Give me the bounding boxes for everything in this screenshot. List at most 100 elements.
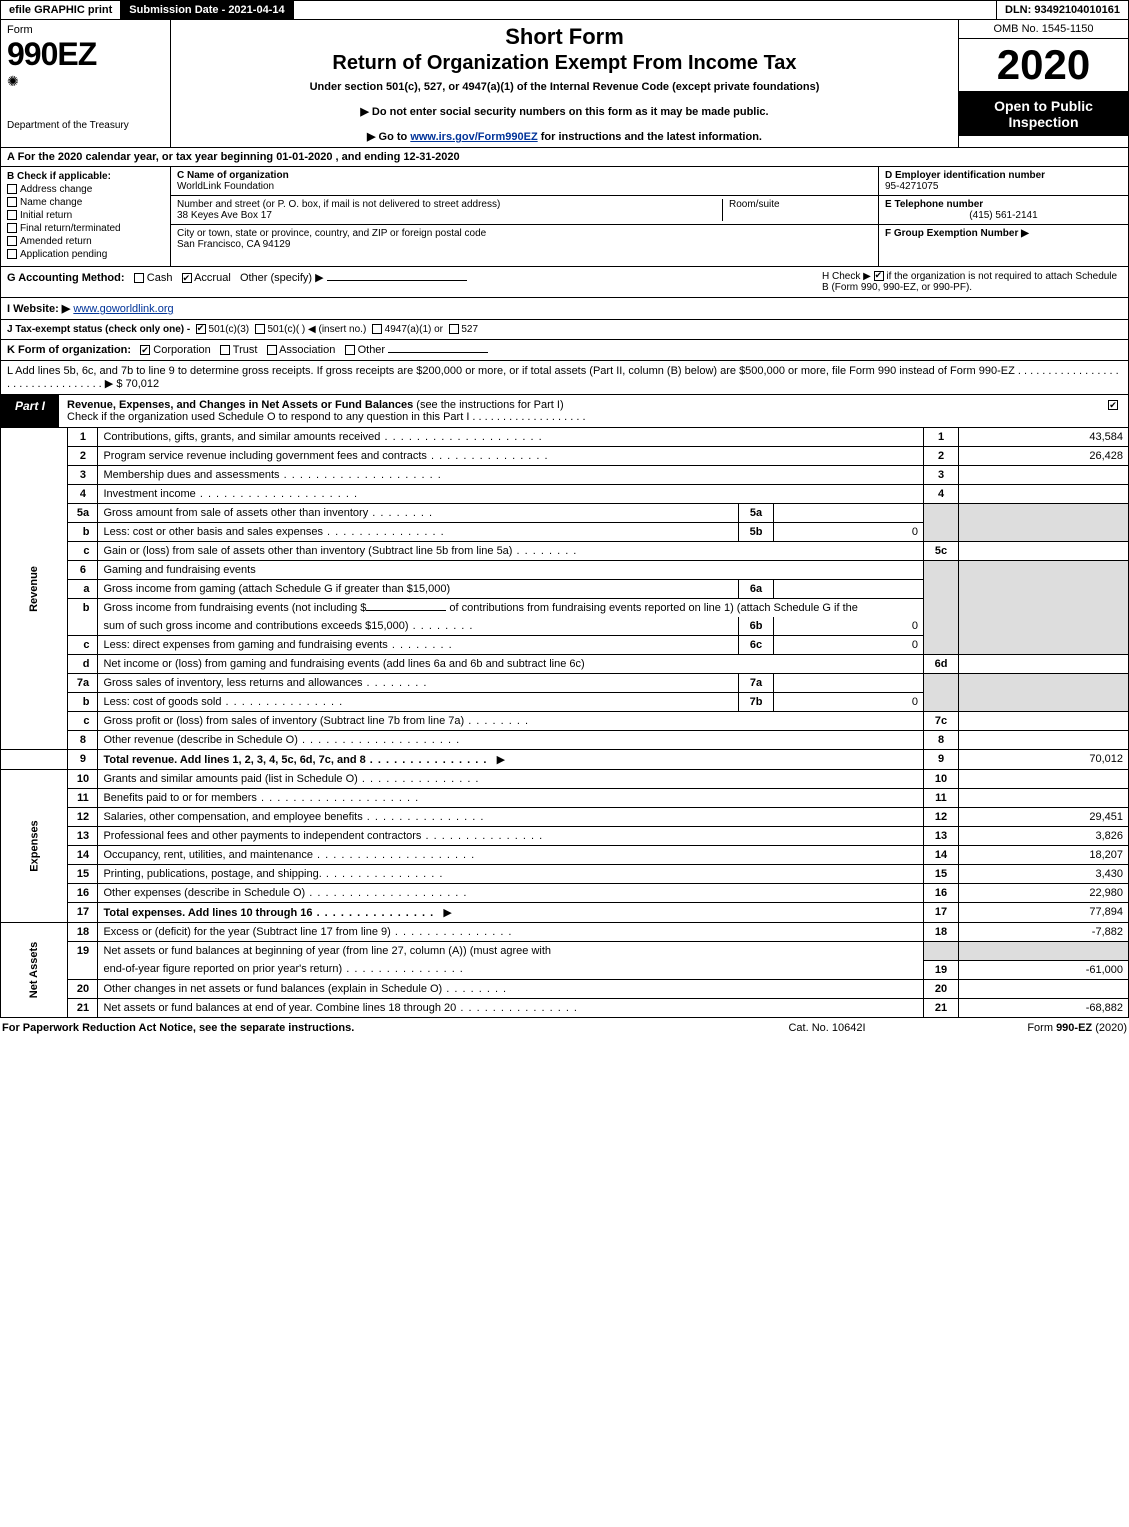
info-block: B Check if applicable: Address change Na… (0, 167, 1129, 267)
desc-6d: Net income or (loss) from gaming and fun… (98, 655, 924, 674)
other-specify-input[interactable] (327, 280, 467, 281)
val-10 (959, 770, 1129, 789)
part1-title-text: Revenue, Expenses, and Changes in Net As… (67, 399, 413, 411)
chk-name-change[interactable] (7, 197, 17, 207)
chk-association[interactable] (267, 345, 277, 355)
desc-2: Program service revenue including govern… (98, 447, 924, 466)
room-label: Room/suite (729, 199, 872, 210)
chk-cash[interactable] (134, 273, 144, 283)
part1-subline: Check if the organization used Schedule … (67, 411, 586, 423)
topbar-spacer (294, 1, 997, 19)
num-20: 20 (924, 979, 959, 998)
chk-4947[interactable] (372, 324, 382, 334)
ln-6b: b (68, 599, 98, 636)
ln-1: 1 (68, 428, 98, 447)
line-a-taxyear: A For the 2020 calendar year, or tax yea… (0, 148, 1129, 167)
lbl-name-change: Name change (20, 197, 82, 208)
f-label: F Group Exemption Number ▶ (885, 228, 1122, 239)
city-state-zip: San Francisco, CA 94129 (177, 239, 872, 250)
chk-final-return[interactable] (7, 223, 17, 233)
chk-trust[interactable] (220, 345, 230, 355)
k-label: K Form of organization: (7, 344, 131, 356)
header-center: Short Form Return of Organization Exempt… (171, 20, 958, 147)
ln-11: 11 (68, 789, 98, 808)
chk-other-org[interactable] (345, 345, 355, 355)
mval-5b: 0 (774, 523, 924, 542)
desc-11: Benefits paid to or for members (98, 789, 924, 808)
desc-5b: Less: cost or other basis and sales expe… (98, 523, 739, 542)
val-19: -61,000 (959, 960, 1129, 979)
part1-title: Revenue, Expenses, and Changes in Net As… (59, 395, 1098, 427)
b-label: B Check if applicable: (7, 171, 164, 182)
ssn-warning: ▶ Do not enter social security numbers o… (179, 105, 950, 118)
ln-6: 6 (68, 561, 98, 580)
lbl-corporation: Corporation (153, 344, 210, 356)
side-revenue: Revenue (1, 428, 68, 750)
lbl-4947: 4947(a)(1) or (385, 324, 443, 335)
ln-6a: a (68, 580, 98, 599)
chk-schedule-o[interactable] (1108, 400, 1118, 410)
val-12: 29,451 (959, 808, 1129, 827)
title-return: Return of Organization Exempt From Incom… (179, 52, 950, 75)
greyval-6 (959, 561, 1129, 655)
chk-527[interactable] (449, 324, 459, 334)
phone: (415) 561-2141 (885, 210, 1122, 221)
e-label: E Telephone number (885, 199, 1122, 210)
val-21: -68,882 (959, 998, 1129, 1017)
num-3: 3 (924, 466, 959, 485)
chk-amended-return[interactable] (7, 236, 17, 246)
part1-tab: Part I (1, 395, 59, 427)
chk-501c[interactable] (255, 324, 265, 334)
mln-7b: 7b (739, 693, 774, 712)
c-label: C Name of organization (177, 170, 289, 181)
lbl-final-return: Final return/terminated (20, 223, 121, 234)
ln-21: 21 (68, 998, 98, 1017)
num-19: 19 (924, 960, 959, 979)
num-8: 8 (924, 731, 959, 750)
ln-15: 15 (68, 865, 98, 884)
ln-10: 10 (68, 770, 98, 789)
mln-6b: 6b (739, 617, 774, 636)
num-11: 11 (924, 789, 959, 808)
mln-6c: 6c (739, 636, 774, 655)
gl-block: G Accounting Method: Cash Accrual Other … (0, 267, 1129, 361)
chk-accrual[interactable] (182, 273, 192, 283)
greyval-5 (959, 504, 1129, 542)
fundraising-amt-input[interactable] (366, 610, 446, 611)
chk-h[interactable] (874, 271, 884, 281)
website-link[interactable]: www.goworldlink.org (73, 303, 173, 315)
side-blank (1, 750, 68, 770)
val-1: 43,584 (959, 428, 1129, 447)
desc-4: Investment income (98, 485, 924, 504)
irs-seal-icon: ✺ (7, 73, 19, 89)
chk-corporation[interactable] (140, 345, 150, 355)
chk-initial-return[interactable] (7, 210, 17, 220)
chk-501c3[interactable] (196, 324, 206, 334)
desc-10: Grants and similar amounts paid (list in… (98, 770, 924, 789)
chk-application-pending[interactable] (7, 249, 17, 259)
desc-6c: Less: direct expenses from gaming and fu… (98, 636, 739, 655)
side-expenses: Expenses (1, 770, 68, 923)
val-9: 70,012 (959, 750, 1129, 770)
chk-address-change[interactable] (7, 184, 17, 194)
desc-7a: Gross sales of inventory, less returns a… (98, 674, 739, 693)
i-label: I Website: ▶ (7, 303, 70, 315)
open-to-public: Open to Public Inspection (959, 92, 1128, 136)
ln-6c: c (68, 636, 98, 655)
num-5c: 5c (924, 542, 959, 561)
mval-6a (774, 580, 924, 599)
ln-8: 8 (68, 731, 98, 750)
lbl-501c: 501(c)( ) ◀ (insert no.) (267, 324, 366, 335)
irs-link[interactable]: www.irs.gov/Form990EZ (410, 131, 537, 143)
other-org-input[interactable] (388, 352, 488, 353)
section-c: C Name of organization WorldLink Foundat… (171, 167, 878, 266)
ln-20: 20 (68, 979, 98, 998)
mval-7a (774, 674, 924, 693)
paperwork-notice: For Paperwork Reduction Act Notice, see … (2, 1022, 727, 1034)
ln-16: 16 (68, 884, 98, 903)
num-21: 21 (924, 998, 959, 1017)
ln-12: 12 (68, 808, 98, 827)
ln-3: 3 (68, 466, 98, 485)
lbl-address-change: Address change (20, 184, 92, 195)
mval-6c: 0 (774, 636, 924, 655)
